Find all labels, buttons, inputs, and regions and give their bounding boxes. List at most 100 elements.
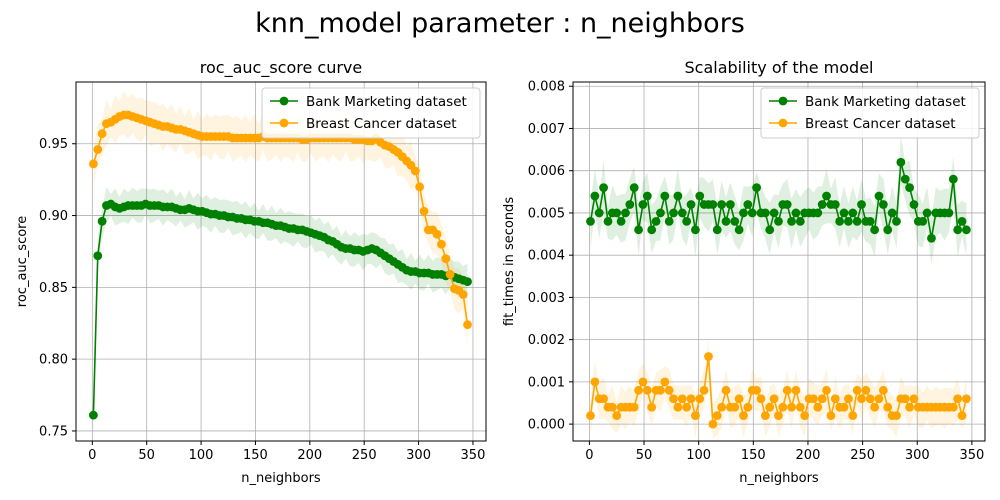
bank-point: [725, 200, 735, 209]
cancer-point: [682, 402, 692, 412]
bank-point: [918, 216, 928, 226]
bank-point: [962, 225, 971, 235]
bank-point: [656, 208, 665, 218]
bank-point: [848, 208, 858, 218]
bank-point: [97, 216, 107, 226]
bank-point: [887, 208, 897, 218]
y-tick-label: 0.007: [528, 122, 565, 137]
cancer-point: [634, 385, 643, 395]
bank-point: [682, 216, 692, 226]
bank-point: [883, 225, 893, 235]
cancer-point: [817, 394, 827, 404]
cancer-point: [704, 352, 713, 361]
x-tick-label: 150: [741, 448, 766, 463]
cancer-point: [612, 411, 622, 421]
bank-point: [599, 183, 608, 192]
cancer-point: [410, 166, 420, 176]
x-tick-label: 200: [297, 448, 322, 463]
bank-point: [638, 200, 648, 209]
cancer-point: [432, 229, 442, 239]
bank-point: [870, 225, 880, 235]
bank-point: [616, 216, 626, 226]
legend-box: [261, 87, 481, 139]
bank-point: [721, 216, 731, 226]
y-tick-label: 0.75: [39, 424, 68, 439]
bank-point: [642, 191, 652, 201]
cancer-point: [752, 385, 761, 395]
bank-point: [957, 216, 967, 226]
bank-point: [774, 216, 783, 226]
cancer-point: [89, 159, 98, 169]
legend-marker: [778, 118, 788, 128]
bank-point: [791, 208, 801, 218]
bank-point: [769, 208, 779, 218]
legend-marker: [778, 96, 788, 106]
bank-point: [629, 183, 639, 192]
bank-point: [621, 208, 630, 218]
bank-point: [747, 208, 757, 218]
cancer-point: [900, 394, 910, 404]
bank-point: [843, 216, 853, 226]
y-tick-label: 0.90: [39, 209, 68, 224]
y-tick-label: 0.006: [528, 164, 565, 179]
bank-point: [896, 157, 906, 167]
x-tick-label: 100: [686, 448, 711, 463]
cancer-point: [765, 402, 775, 412]
bank-point: [927, 233, 936, 243]
bank-point: [909, 200, 919, 209]
y-axis-label: fit_times in seconds: [502, 197, 517, 326]
cancer-point: [445, 270, 455, 279]
cancer-point: [712, 411, 722, 421]
cancer-point: [957, 411, 967, 421]
bank-point: [822, 191, 831, 201]
bank-point: [874, 191, 884, 201]
bank-point: [594, 208, 604, 218]
y-tick-label: 0.001: [528, 375, 565, 390]
cancer-point: [690, 411, 700, 421]
cancer-point: [826, 411, 836, 421]
x-tick-label: 300: [905, 448, 930, 463]
y-axis-label: roc_auc_score: [15, 216, 30, 307]
bank-point: [651, 216, 661, 226]
cancer-point: [800, 411, 810, 421]
x-axis-label: n_neighbors: [739, 471, 819, 486]
bank-point: [612, 208, 622, 218]
bank-point: [708, 200, 718, 209]
bank-point: [686, 200, 696, 209]
cancer-point: [686, 394, 696, 404]
cancer-point: [905, 402, 914, 412]
bank-point: [463, 277, 472, 287]
figure-title: knn_model parameter : n_neighbors: [255, 8, 745, 39]
cancer-point: [415, 182, 425, 192]
cancer-point: [463, 320, 472, 330]
cancer-point: [599, 394, 608, 404]
x-tick-label: 0: [88, 448, 96, 463]
legend-entry: Breast Cancer dataset: [805, 116, 956, 132]
cancer-point: [769, 394, 779, 404]
bank-point: [690, 225, 700, 235]
bank-point: [878, 200, 888, 209]
cancer-point: [656, 385, 665, 395]
bank-point: [586, 216, 595, 226]
bank-point: [865, 216, 875, 226]
x-tick-label: 350: [461, 448, 486, 463]
cancer-point: [734, 394, 744, 404]
cancer-point: [809, 394, 818, 404]
legend-entry: Breast Cancer dataset: [306, 116, 457, 132]
bank-point: [857, 200, 866, 209]
cancer-point: [822, 385, 831, 395]
cancer-point: [708, 419, 718, 429]
cancer-point: [590, 377, 600, 387]
cancer-std-band: [590, 339, 967, 439]
cancer-point: [839, 402, 849, 412]
legend: Bank Marketing dataset Breast Cancer data…: [760, 87, 980, 139]
y-tick-label: 0.003: [528, 291, 565, 306]
cancer-point: [458, 290, 468, 299]
bank-point: [760, 208, 770, 218]
bank-point: [948, 174, 958, 184]
x-tick-label: 250: [850, 448, 875, 463]
bank-point: [89, 410, 98, 420]
cancer-point: [97, 129, 107, 139]
cancer-point: [695, 394, 705, 404]
